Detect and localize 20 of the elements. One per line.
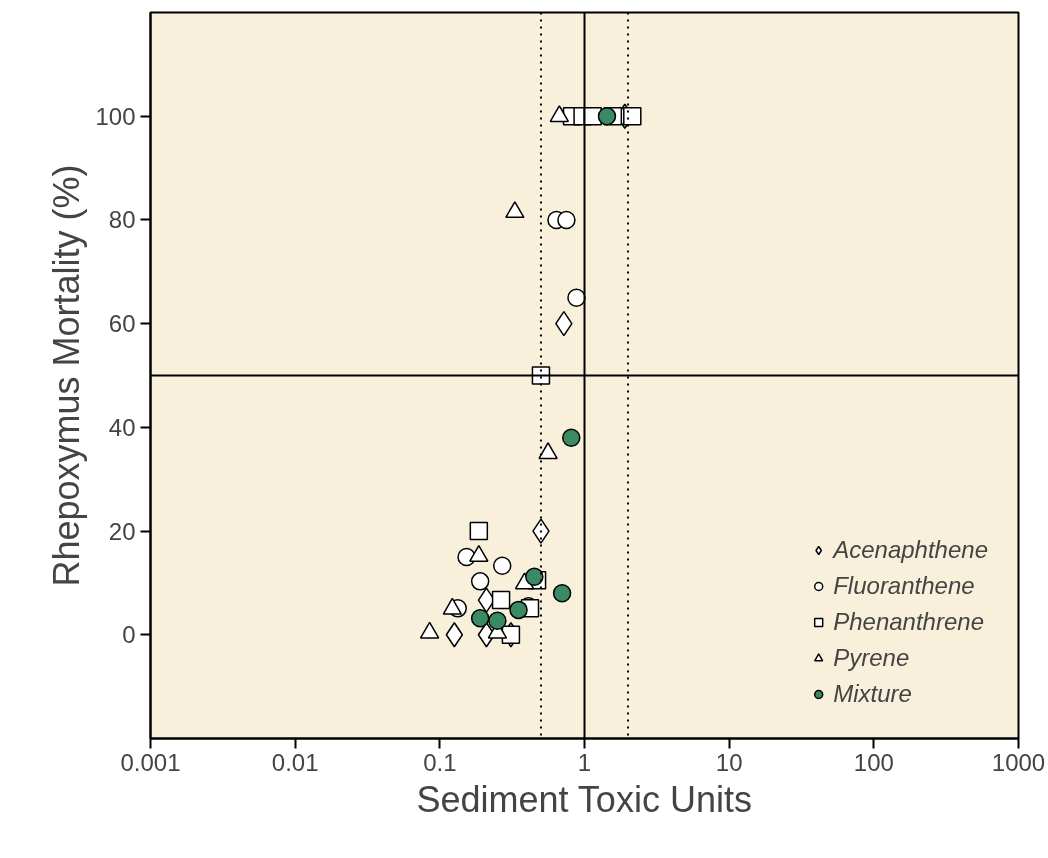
- y-tick-label: 40: [108, 413, 136, 441]
- x-axis-title: Sediment Toxic Units: [416, 778, 752, 820]
- legend-label: Acenaphthene: [833, 536, 988, 564]
- legend-label: Fluoranthene: [833, 572, 975, 600]
- y-tick-label: 0: [122, 621, 136, 649]
- legend-label: Mixture: [833, 680, 912, 708]
- y-tick-label: 100: [95, 102, 136, 130]
- x-tick-label: 0.001: [120, 748, 181, 776]
- x-tick-label: 1: [577, 748, 592, 776]
- y-axis-title: Rhepoxymus Mortality (%): [46, 164, 88, 587]
- legend-label: Pyrene: [833, 644, 910, 672]
- y-tick-label: 60: [108, 310, 136, 338]
- legend-label: Phenanthrene: [833, 608, 984, 636]
- x-tick-label: 0.1: [423, 748, 457, 776]
- x-tick-label: 100: [853, 748, 894, 776]
- x-tick-label: 1000: [991, 748, 1046, 776]
- x-tick-label: 0.01: [271, 748, 319, 776]
- y-tick-label: 80: [108, 206, 136, 234]
- x-tick-label: 10: [715, 748, 743, 776]
- y-tick-label: 20: [108, 517, 136, 545]
